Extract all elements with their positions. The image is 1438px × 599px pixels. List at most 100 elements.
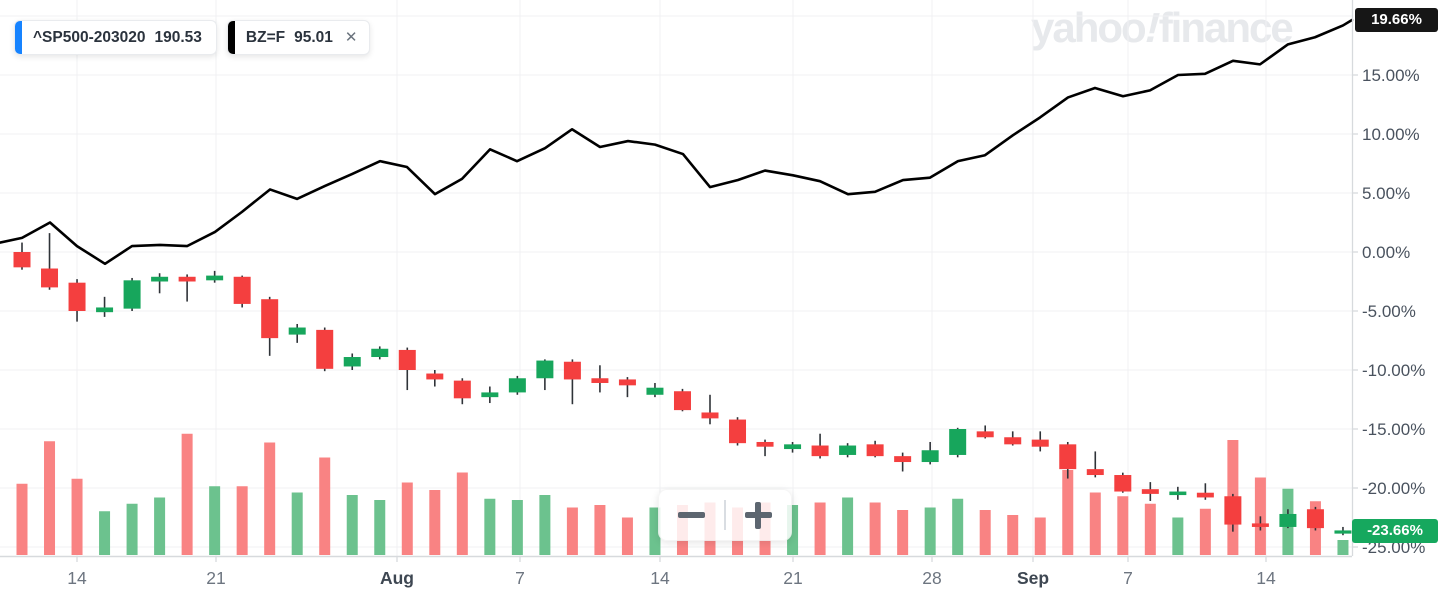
legend-chip-sp500[interactable]: ^SP500-203020 190.53 bbox=[14, 20, 217, 55]
volume-bar bbox=[1117, 496, 1129, 555]
candle-body bbox=[1086, 469, 1104, 476]
volume-bar bbox=[16, 483, 28, 555]
zoom-out-button[interactable] bbox=[659, 490, 724, 540]
watermark-text-left: yahoo bbox=[1031, 4, 1147, 51]
candle-body bbox=[1169, 491, 1187, 496]
candle-body bbox=[811, 445, 829, 457]
volume-bar bbox=[154, 497, 166, 555]
volume-bar bbox=[1089, 492, 1101, 555]
candle-body bbox=[839, 445, 857, 455]
volume-bar bbox=[99, 511, 111, 555]
legend-chip-bzf[interactable]: BZ=F 95.01 ✕ bbox=[226, 20, 371, 55]
symbol-name: ^SP500-203020 bbox=[33, 28, 146, 46]
volume-bar bbox=[209, 486, 221, 555]
candle-body bbox=[1251, 523, 1269, 527]
volume-bar bbox=[1062, 470, 1074, 555]
candle-body bbox=[371, 348, 389, 358]
candle-body bbox=[1114, 475, 1132, 492]
volume-bar bbox=[374, 500, 386, 555]
volume-bar bbox=[71, 478, 83, 555]
candle-body bbox=[41, 268, 59, 288]
candle-body bbox=[976, 431, 994, 438]
volume-bar bbox=[787, 505, 799, 555]
candle-body bbox=[646, 387, 664, 395]
volume-bar bbox=[539, 495, 551, 555]
volume-bar bbox=[484, 498, 496, 555]
candle-body bbox=[1141, 489, 1159, 494]
series-color-swatch-line bbox=[15, 21, 22, 54]
candle-body bbox=[508, 378, 526, 393]
y-axis-label: -5.00% bbox=[1362, 302, 1416, 321]
candle-body bbox=[1306, 509, 1324, 529]
volume-bar bbox=[1254, 477, 1266, 555]
x-axis-label: 7 bbox=[515, 568, 525, 588]
candle-body bbox=[13, 252, 31, 268]
volume-bar bbox=[1007, 515, 1019, 555]
volume-bar bbox=[401, 482, 413, 555]
candle-body bbox=[949, 429, 967, 455]
candle-body bbox=[481, 392, 499, 398]
candle-body bbox=[536, 360, 554, 379]
volume-bar bbox=[952, 498, 964, 555]
volume-bar bbox=[1034, 517, 1046, 555]
y-axis-label: 15.00% bbox=[1362, 66, 1420, 85]
volume-bar bbox=[566, 507, 578, 555]
x-axis-label: 7 bbox=[1123, 568, 1133, 588]
volume-bar bbox=[236, 486, 248, 555]
candle-body bbox=[563, 361, 581, 380]
candle-body bbox=[591, 378, 609, 383]
x-axis-label: 14 bbox=[67, 568, 87, 588]
candle-body bbox=[123, 280, 141, 309]
axes bbox=[0, 0, 1358, 562]
candle-body bbox=[1196, 492, 1214, 498]
zoom-controls-divider bbox=[724, 500, 726, 530]
zoom-in-button[interactable] bbox=[726, 490, 791, 540]
volume-bar bbox=[319, 457, 331, 555]
volume-bar bbox=[869, 502, 881, 555]
candle-body bbox=[151, 276, 169, 282]
zoom-controls bbox=[658, 489, 792, 541]
gridlines bbox=[0, 0, 1352, 556]
x-axis-label: Aug bbox=[380, 568, 414, 588]
volume-bar bbox=[291, 492, 303, 555]
x-axis-label: 21 bbox=[783, 568, 802, 588]
volume-bar bbox=[429, 490, 441, 555]
y-axis-label: -10.00% bbox=[1362, 361, 1425, 380]
candle-body bbox=[866, 444, 884, 457]
volume-bar bbox=[897, 510, 909, 555]
series-color-swatch-candle bbox=[227, 21, 235, 54]
candle-body bbox=[233, 276, 251, 304]
volume-bar bbox=[621, 517, 633, 555]
candle-body bbox=[1004, 437, 1022, 445]
candle-body bbox=[701, 412, 719, 419]
minus-icon bbox=[678, 512, 706, 518]
candle-body bbox=[756, 441, 774, 447]
yahoo-finance-watermark: yahoo!finance bbox=[1031, 4, 1294, 52]
volume-bar bbox=[346, 495, 358, 555]
x-axis-labels: 14 21 Aug 7 14 21 28 Sep 7 14 bbox=[67, 568, 1276, 588]
close-icon[interactable]: ✕ bbox=[344, 29, 358, 46]
x-axis-label: Sep bbox=[1017, 568, 1049, 588]
candle-body bbox=[206, 275, 224, 281]
volume-bar bbox=[126, 503, 138, 555]
symbol-price: 95.01 bbox=[294, 28, 333, 46]
y-axis-label: -20.00% bbox=[1362, 479, 1425, 498]
volume-bar bbox=[181, 433, 193, 555]
candle-body bbox=[618, 379, 636, 386]
candle-body bbox=[288, 327, 306, 335]
candle-body bbox=[784, 444, 802, 450]
symbol-legend: ^SP500-203020 190.53 BZ=F 95.01 ✕ bbox=[14, 20, 371, 55]
candle-body bbox=[426, 373, 444, 380]
line-last-value-badge: 19.66% bbox=[1355, 8, 1438, 32]
candle-body bbox=[729, 419, 747, 444]
symbol-name: BZ=F bbox=[245, 28, 286, 46]
y-axis-label: -15.00% bbox=[1362, 420, 1425, 439]
candle-body bbox=[673, 391, 691, 411]
volume-bar bbox=[979, 510, 991, 555]
volume-bar bbox=[649, 507, 661, 555]
candle-body bbox=[1224, 496, 1242, 525]
volume-bar bbox=[1337, 540, 1349, 555]
x-axis-label: 28 bbox=[922, 568, 941, 588]
volume-bar bbox=[44, 441, 56, 555]
